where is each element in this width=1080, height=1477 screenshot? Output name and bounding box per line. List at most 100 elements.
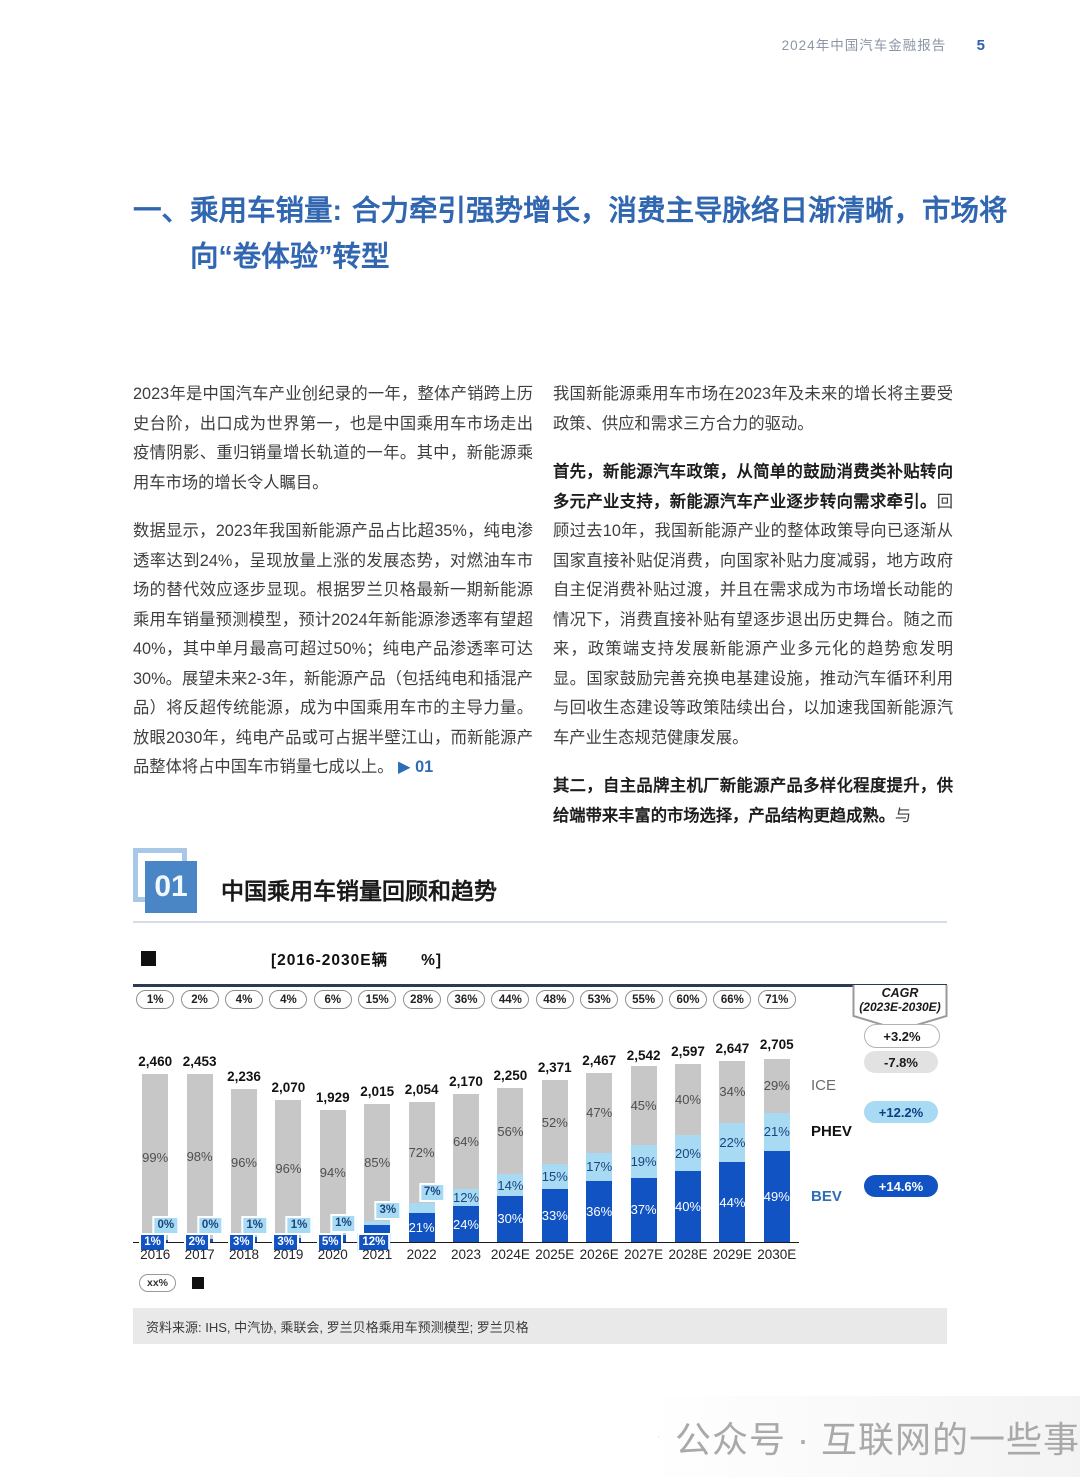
nev-share-pill: 48% [535,990,574,1009]
watermark: 公众号 · 互联网的一些事 [648,1396,1080,1477]
section-heading-lead: 一、乘用车销量: [133,195,342,227]
bar-column: 21% 72% 7% 2,054 [399,1042,446,1242]
x-axis-label: 2017 [184,1247,215,1262]
source-note: 资料来源: IHS, 中汽协, 乘联会, 罗兰贝格乘用车预测模型; 罗兰贝格 [133,1308,947,1344]
bar-column: 85% 12% 3% 2,015 [355,1042,402,1252]
x-axis-label: 2027E [624,1247,664,1262]
bar-total-label: 2,460 [138,1053,173,1069]
bar-segment-bev: 33% [542,1188,568,1242]
stacked-bar: 44% 22% 34% [719,1060,746,1242]
bar-total-label: 1,929 [315,1090,350,1106]
bar-segment-phev: 12% [452,1188,479,1207]
cagr-pill-2: +12.2% [864,1101,938,1123]
page-number: 5 [976,37,985,54]
bar-segment-phev: 22% [719,1122,745,1163]
legend-label-bev: BEV [811,1187,842,1205]
x-axis-label: 2022 [406,1247,437,1262]
chart-plot-area: 99% 1% 0% 2,460 98% 2% 0% 2,453 96% 3% 1% 2,236 96% 3… [133,1037,799,1252]
nev-share-pill: 6% [313,990,352,1009]
segment-label: 12% [452,1189,479,1205]
text-run: 与 [894,806,912,825]
legend-label-phev: PHEV [811,1122,852,1140]
paragraph: 数据显示，2023年我国新能源产品占比超35%，纯电渗透率达到24%，呈现放量上… [133,517,533,783]
bev-badge: 12% [357,1233,391,1252]
nev-share-pill: 53% [580,990,619,1009]
bev-badge: 3% [228,1233,255,1252]
segment-label: 19% [630,1153,657,1169]
bar-segment-ice: 94% [319,1110,346,1235]
chart-title: [2016-2030E辆 %] [271,952,443,969]
phev-badge: 3% [374,1201,402,1221]
stacked-bar: 33% 15% 52% [542,1079,568,1242]
nev-share-pill: 71% [757,990,796,1009]
x-axis-label: 2021 [362,1247,393,1262]
nev-share-pill: 4% [269,990,308,1009]
segment-label: 47% [586,1105,613,1121]
nev-share-pill: 28% [402,990,441,1009]
nev-share-pill: 44% [491,990,530,1009]
phev-badge: 1% [330,1214,357,1234]
chart-title-marker-icon [141,951,156,966]
cagr-title: CAGR [881,986,919,1000]
bar-segment-bev: 30% [497,1195,523,1242]
bar-column: 96% 3% 1% 2,070 [266,1042,313,1252]
bar-column: 24% 12% 64% 2,170 [444,1042,488,1242]
article-column-left: 2023年是中国汽车产业创纪录的一年，整体产销跨上历史台阶，出口成为世界第一，也… [133,380,533,850]
stacked-bar: 40% 20% 40% [675,1064,701,1242]
cagr-range: (2023E-2030E) [859,1000,941,1014]
bar-segment-ice: 29% [764,1058,790,1113]
watermark-text: 公众号 · 互联网的一些事 [675,1418,1080,1460]
text-run: 其二，自主品牌主机厂新能源产品多样化程度提升，供给端带来丰富的市场选择，产品结构… [553,777,953,825]
bar-total-label: 2,597 [671,1044,705,1060]
segment-label: 45% [630,1098,657,1114]
bar-column: 99% 1% 0% 2,460 [133,1042,180,1252]
segment-label: 56% [497,1123,524,1139]
bar-column: 96% 3% 1% 2,236 [222,1042,268,1252]
segment-label: 24% [452,1216,479,1232]
segment-label: 21% [763,1124,790,1140]
bar-total-label: 2,250 [493,1068,528,1084]
bar-column: 94% 5% 1% 1,929 [311,1042,357,1252]
bar-column: 33% 15% 52% 2,371 [533,1042,577,1242]
stacked-bar: 49% 21% 29% [764,1057,790,1242]
segment-label: 44% [719,1194,746,1210]
bar-segment-phev: 20% [675,1135,701,1171]
stacked-bar: 85% [364,1104,390,1242]
bar-segment-phev [364,1221,391,1226]
bar-segment-bev: 36% [586,1181,612,1242]
bar-segment-bev: 49% [764,1151,790,1242]
paragraph: 2023年是中国汽车产业创纪录的一年，整体产销跨上历史台阶，出口成为世界第一，也… [133,380,533,498]
nev-share-pill: 15% [358,990,397,1009]
exhibit-link[interactable]: ▶ 01 [393,758,434,776]
stacked-bar: 36% 17% 47% [586,1073,612,1242]
bar-column: 36% 17% 47% 2,467 [577,1042,621,1242]
x-axis-label: 2016 [140,1247,171,1262]
bar-total-label: 2,467 [582,1053,617,1069]
bar-segment-phev [408,1202,435,1213]
segment-label: 64% [452,1133,479,1149]
segment-label: 94% [319,1164,346,1180]
x-axis-label: 2028E [668,1247,708,1262]
segment-label: 20% [674,1145,701,1161]
segment-label: 40% [674,1092,701,1108]
bar-segment-ice: 64% [452,1093,479,1189]
bar-segment-phev: 21% [763,1112,790,1152]
bar-segment-phev: 19% [630,1144,657,1178]
stacked-bar: 37% 19% 45% [630,1066,657,1242]
x-axis-label: 2019 [273,1247,304,1262]
bev-badge: 2% [183,1233,211,1252]
x-axis-label: 2029E [712,1247,752,1262]
nev-share-pill: 2% [180,990,219,1009]
article-body: 2023年是中国汽车产业创纪录的一年，整体产销跨上历史台阶，出口成为世界第一，也… [133,380,953,850]
bar-total-label: 2,542 [626,1048,661,1064]
cagr-box: CAGR (2023E-2030E) [852,985,948,1035]
exhibit-number-badge: 01 [145,861,197,913]
x-axis-label: 2018 [228,1247,260,1262]
bar-column: 98% 2% 0% 2,453 [177,1042,224,1252]
bar-column: 40% 20% 40% 2,597 [666,1042,710,1242]
segment-label: 98% [186,1148,213,1164]
bar-total-label: 2,015 [360,1084,395,1100]
segment-label: 21% [408,1219,435,1235]
bar-segment-phev: 15% [542,1164,568,1189]
bar-total-label: 2,070 [271,1080,306,1096]
